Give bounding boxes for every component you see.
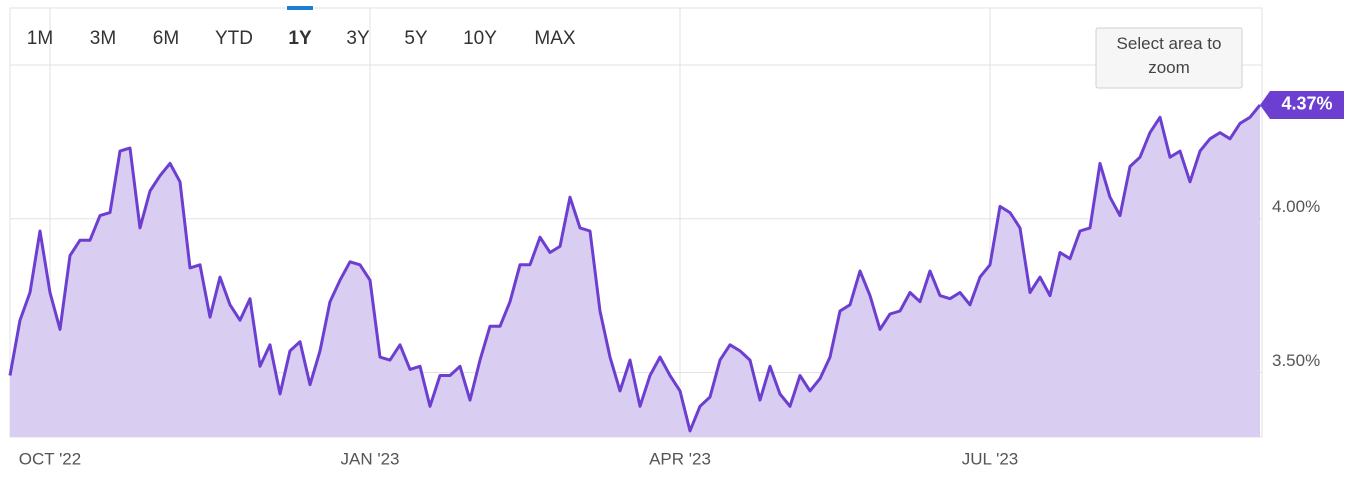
zoom-hint-text: Select area to zoom [1116, 34, 1222, 77]
y-tick-label: 3.50% [1272, 351, 1320, 370]
zoom-hint: Select area to zoom [1116, 34, 1222, 77]
range-button[interactable]: 3Y [346, 28, 370, 49]
labels: 3.50% 4.00% OCT '22 JAN '23 APR '23 JUL '23 4.… [19, 90, 1344, 468]
selected-indicator [287, 6, 313, 10]
range-button[interactable]: 3M [90, 28, 116, 49]
value-label: 4.37% [1281, 94, 1332, 114]
range-button[interactable]: 1Y [288, 28, 312, 49]
value-flag [1260, 90, 1344, 119]
range-button[interactable]: 1M [27, 28, 53, 49]
range-button[interactable]: 6M [153, 28, 179, 49]
area [10, 105, 1260, 437]
plot [8, 104, 1262, 437]
x-tick-label: JUL '23 [962, 449, 1018, 468]
x-tick-label: APR '23 [649, 449, 711, 468]
range-button[interactable]: 10Y [463, 28, 497, 49]
range-button[interactable]: 5Y [404, 28, 428, 49]
range-button[interactable]: MAX [534, 28, 576, 49]
x-tick-label: OCT '22 [19, 449, 81, 468]
range-button[interactable]: YTD [215, 28, 253, 49]
toolbar: 1M 3M 6M YTD 1Y 3Y 5Y 10Y MAX [27, 6, 576, 49]
zoom-hint-box [1095, 27, 1243, 89]
y-tick-label: 4.00% [1272, 197, 1320, 216]
line [8, 104, 1262, 433]
x-tick-label: JAN '23 [341, 449, 400, 468]
